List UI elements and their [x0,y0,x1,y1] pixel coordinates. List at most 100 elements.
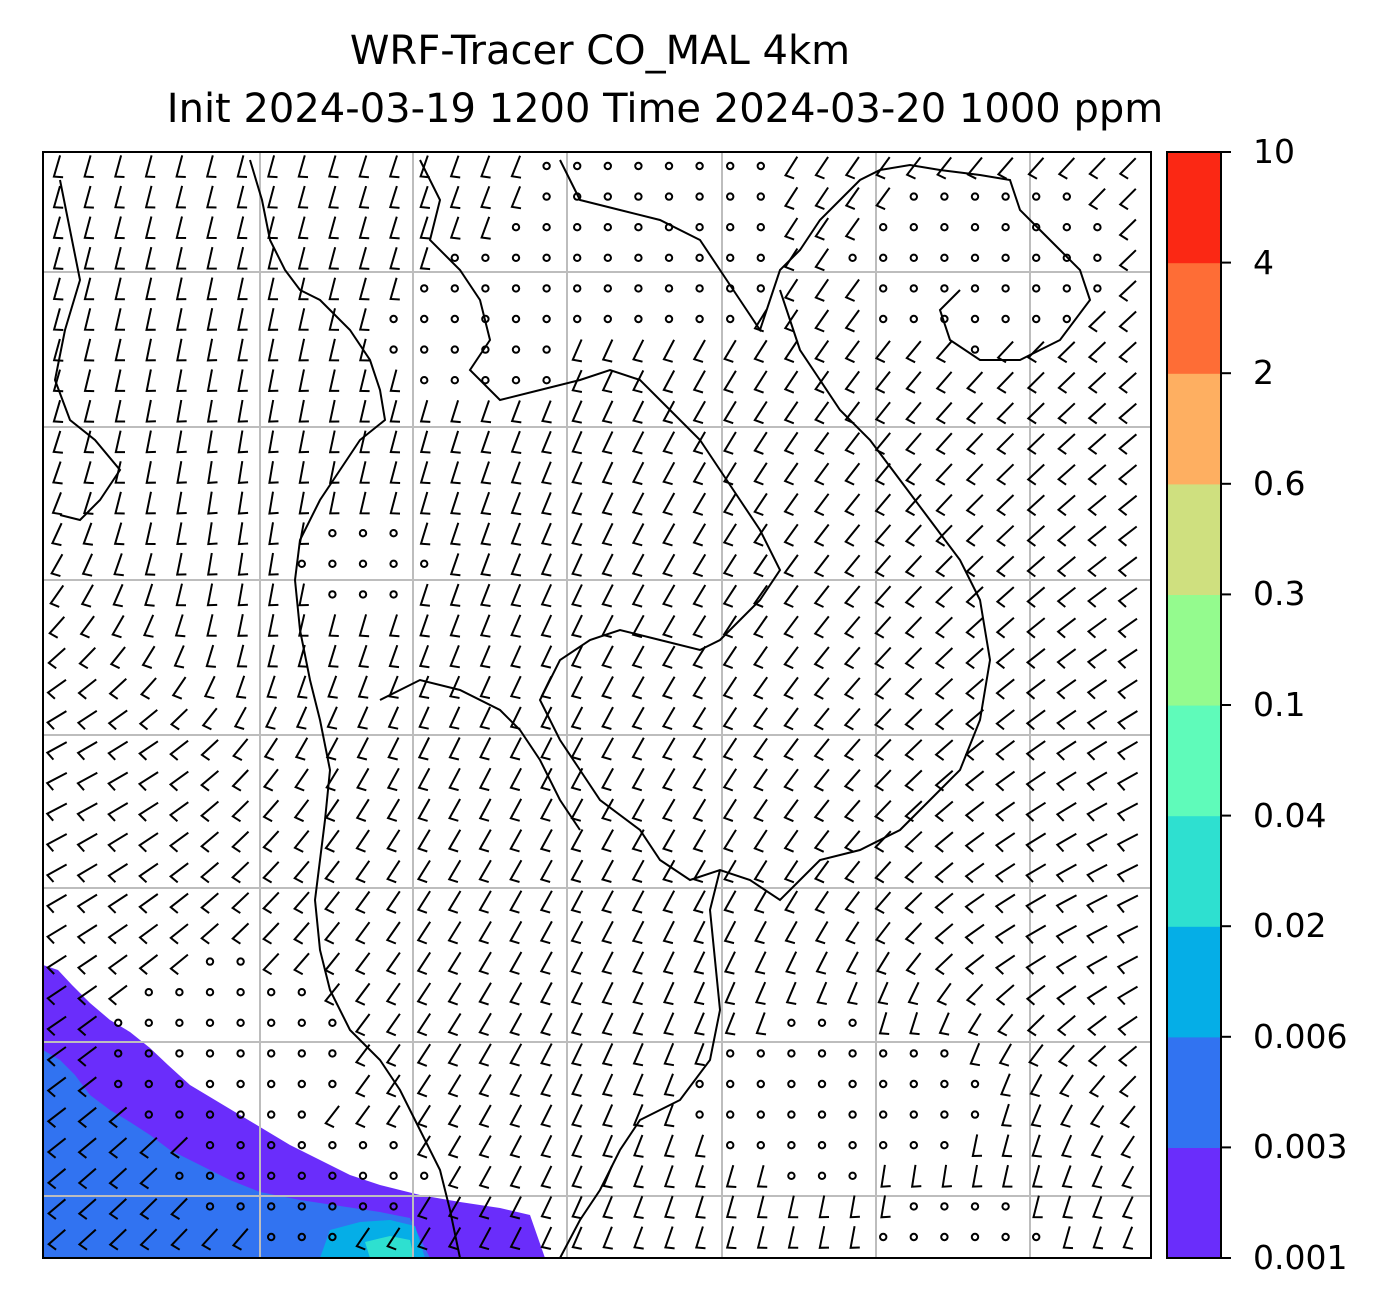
calm-wind-circle [787,1110,796,1119]
wind-barb [996,340,1014,364]
wind-barb [298,399,309,423]
wind-barb [83,277,95,301]
wind-barb [783,676,799,700]
wind-barb [934,708,954,731]
wind-barb [601,829,614,853]
wind-barb [905,432,922,455]
calm-wind-circle [114,1018,123,1027]
wind-barb [965,432,984,455]
wind-barb [874,554,892,578]
calm-wind-circle [1001,223,1010,232]
wind-barb [664,1226,675,1250]
wind-barb [358,308,370,331]
wind-barb [783,860,799,884]
wind-barb [419,491,431,515]
wind-barb [571,400,583,424]
calm-wind-circle [848,1049,857,1058]
calm-wind-circle [634,253,643,262]
wind-barb [206,583,218,607]
wind-barb [298,461,310,484]
wind-barb [995,709,1015,731]
wind-barb [722,584,738,608]
wind-barb [142,614,155,638]
wind-barb [844,187,860,211]
wind-barb [419,185,431,209]
wind-barb [936,156,952,180]
wind-barb [601,798,614,822]
wind-barb [994,832,1016,853]
wind-barb [632,1012,644,1036]
calm-wind-circle [358,559,368,568]
wind-barb [137,771,159,792]
wind-barb [905,952,922,976]
wind-barb [1086,648,1107,669]
wind-barb [1026,617,1046,639]
wind-barb [971,1164,983,1188]
calm-wind-circle [450,376,459,385]
wind-barb [1117,587,1138,608]
wind-barb [631,798,645,822]
wind-barb [813,585,830,608]
wind-barb [1117,648,1138,669]
wind-barb [935,493,953,517]
wind-barb [76,893,98,914]
wind-barb [723,951,736,975]
wind-barb [844,493,861,517]
calm-wind-circle [787,1171,796,1181]
wind-barb [907,981,920,1006]
calm-wind-circle [756,223,765,232]
wind-barb [904,585,923,608]
wind-barb [113,553,124,577]
calm-wind-circle [328,590,337,599]
calm-wind-circle [940,1110,949,1119]
wind-barb [904,830,923,853]
wind-barb [509,737,522,761]
wind-barb [693,920,706,945]
wind-barb [844,156,860,180]
wind-barb [874,616,892,639]
wind-barb [447,1012,462,1037]
wind-barb [235,675,247,699]
wind-barb [722,676,738,700]
wind-barb [994,924,1016,945]
wind-barb [1087,525,1107,547]
calm-wind-circle [726,223,735,232]
wind-barb [324,1105,340,1129]
wind-barb [417,767,431,792]
wind-barb [298,614,309,637]
wind-barb [996,157,1014,180]
wind-barb [298,338,309,362]
calm-wind-circle [358,590,368,599]
wind-barb [601,431,614,455]
wind-barb [45,741,68,761]
wind-barb [419,247,431,271]
wind-barb [783,278,799,302]
wind-barb [355,798,370,822]
wind-barb [909,1012,920,1036]
calm-wind-circle [144,1079,154,1089]
wind-barb [964,801,985,822]
wind-barb [389,216,400,240]
calm-wind-circle [328,1049,337,1058]
wind-barb [447,1226,462,1251]
wind-barb [995,678,1015,700]
wind-barb [448,767,461,792]
wind-barb [52,246,64,270]
wind-barb [874,340,891,364]
wind-barb [145,399,156,423]
calm-wind-circle [511,253,521,262]
calm-wind-circle [848,1171,857,1181]
wind-barb [174,614,186,638]
wind-barb [207,430,218,454]
wind-barb [601,1104,614,1128]
wind-barb [1086,771,1108,791]
wind-barb [297,155,309,179]
wind-barb [601,461,614,485]
calm-wind-circle [267,1202,276,1211]
wind-barb [416,921,432,945]
wind-barb [878,1012,890,1035]
wind-barb [447,1043,462,1067]
wind-barb [385,921,401,945]
wind-barb [1116,740,1139,761]
wind-barb [539,859,553,883]
